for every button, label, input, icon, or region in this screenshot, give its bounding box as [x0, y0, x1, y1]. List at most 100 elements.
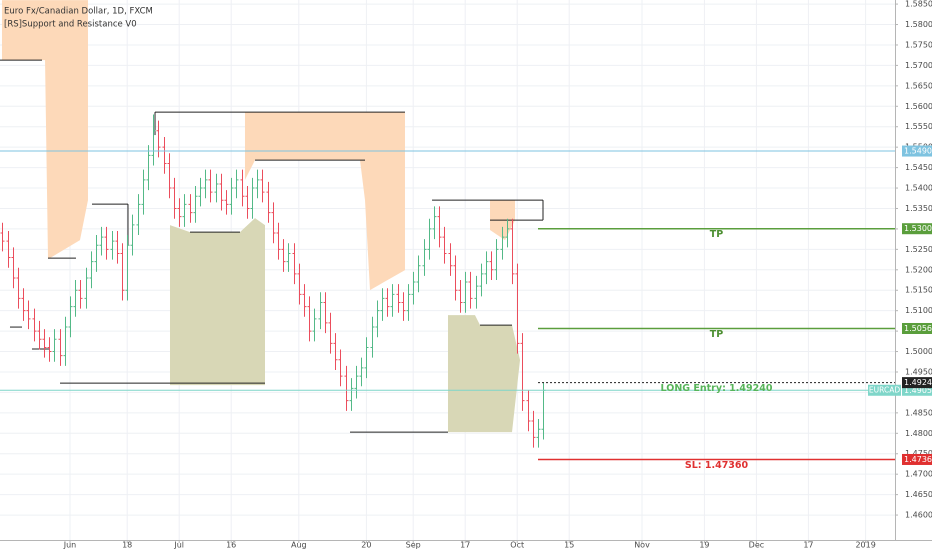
ohlc-bar	[167, 153, 172, 199]
y-tick-label: 1.53500	[905, 204, 932, 213]
sr-zone	[244, 112, 405, 291]
sr-zone	[447, 315, 521, 433]
ohlc-bar	[42, 329, 47, 358]
ohlc-bar	[390, 284, 395, 317]
zones	[1, 0, 521, 433]
ohlc-bar	[78, 280, 83, 309]
y-tick-label: 1.49500	[905, 367, 932, 376]
ohlc-bar	[198, 177, 203, 207]
ohlc-bar	[463, 271, 468, 313]
ohlc-bar	[510, 218, 515, 285]
price-tag	[902, 223, 932, 235]
x-tick-label: 20	[361, 541, 371, 550]
ohlc-bar	[250, 177, 255, 219]
ohlc-bar	[104, 226, 109, 260]
ohlc-bar	[203, 169, 208, 199]
ohlc-bar	[151, 114, 156, 166]
ohlc-bar	[208, 169, 213, 203]
ohlc-bar	[125, 235, 130, 301]
indicator-name: [RS]Support and Resistance V0	[4, 20, 137, 30]
ohlc-bar	[453, 255, 458, 301]
ohlc-bar	[302, 284, 307, 317]
ohlc-bar	[219, 173, 224, 211]
ohlc-bar	[120, 243, 125, 301]
y-tick-label: 1.56000	[905, 102, 932, 111]
price-tag-label: 1.49240	[904, 378, 932, 387]
ohlc-bar	[406, 284, 411, 321]
ohlc-bar	[240, 169, 245, 207]
ohlc-bar	[411, 271, 416, 305]
levels	[0, 59, 544, 433]
x-tick-label: Oct	[510, 541, 524, 550]
price-lines: TP TP LONG Entry: 1.49240 SL: 1.47360	[0, 150, 895, 471]
ohlc-bar	[37, 320, 42, 350]
sr-zone	[1, 0, 88, 259]
price-tag	[902, 322, 932, 334]
price-tag-label: 1.53005	[904, 224, 932, 233]
price-tag	[902, 384, 932, 396]
y-tick-label: 1.51500	[905, 286, 932, 295]
ohlc-bar	[193, 185, 198, 223]
ohlc-bar	[136, 194, 141, 236]
y-tick-label: 1.48000	[905, 429, 932, 438]
y-tick-label: 1.46500	[905, 490, 932, 499]
ohlc-bar	[276, 222, 281, 260]
ohlc-bar	[229, 177, 234, 215]
x-tick-label: Aug	[291, 541, 307, 550]
ohlc-bar	[401, 292, 406, 321]
ohlc-bar	[141, 169, 146, 215]
ohlc-bar	[286, 243, 291, 272]
x-tick-label: 18	[122, 541, 132, 550]
ohlc-bar	[442, 226, 447, 264]
ohlc-bar	[432, 206, 437, 240]
x-tick-label: 16	[226, 541, 236, 550]
ohlc-bar	[73, 280, 78, 317]
x-tick-label: 19	[699, 541, 709, 550]
ohlc-bar	[224, 190, 229, 215]
ohlc-bar	[474, 275, 479, 309]
ohlc-bar	[531, 410, 536, 448]
ohlc-bar	[214, 173, 219, 203]
ohlc-bar	[515, 263, 520, 354]
y-tick-label: 1.57500	[905, 40, 932, 49]
ohlc-bar	[359, 357, 364, 387]
ohlc-bar	[380, 288, 385, 321]
ohlc-bar	[385, 288, 390, 317]
ohlc-bar	[271, 202, 276, 244]
ohlc-bar	[505, 218, 510, 248]
ohlc-bar	[494, 239, 499, 281]
trade-label: TP	[710, 229, 723, 240]
ohlc-bar	[99, 226, 104, 256]
y-tick-label: 1.52000	[905, 265, 932, 274]
ohlc-bar	[94, 235, 99, 272]
ohlc-bar	[266, 181, 271, 223]
ohlc-bar	[162, 136, 167, 174]
ohlc-bar	[349, 378, 354, 411]
ohlc-bar	[416, 255, 421, 293]
ohlc-bar	[52, 329, 57, 362]
y-tick-label: 1.58000	[905, 20, 932, 29]
ohlc-bar	[370, 316, 375, 358]
ohlc-bar	[448, 243, 453, 276]
x-tick-label: Dec	[749, 541, 764, 550]
ohlc-bar	[323, 292, 328, 334]
x-tick-label: Jun	[63, 541, 77, 550]
ohlc-bar	[344, 365, 349, 411]
ohlc-bar	[58, 329, 63, 366]
ohlc-bar	[312, 308, 317, 342]
ohlc-bar	[437, 206, 442, 248]
x-tick-label: Nov	[634, 541, 650, 550]
y-tick-label: 1.52500	[905, 245, 932, 254]
ohlc-bar	[489, 251, 494, 281]
y-tick-label: 1.46000	[905, 511, 932, 520]
ohlc-bar	[364, 337, 369, 379]
ohlc-bar	[182, 194, 187, 227]
ohlc-bar	[84, 267, 89, 309]
y-tick-label: 1.47000	[905, 470, 932, 479]
y-tick-label: 1.48500	[905, 408, 932, 417]
symbol-tag	[868, 384, 901, 396]
ohlc-bar	[479, 263, 484, 297]
trade-label: TP	[710, 329, 723, 340]
ohlc-bar	[307, 296, 312, 342]
